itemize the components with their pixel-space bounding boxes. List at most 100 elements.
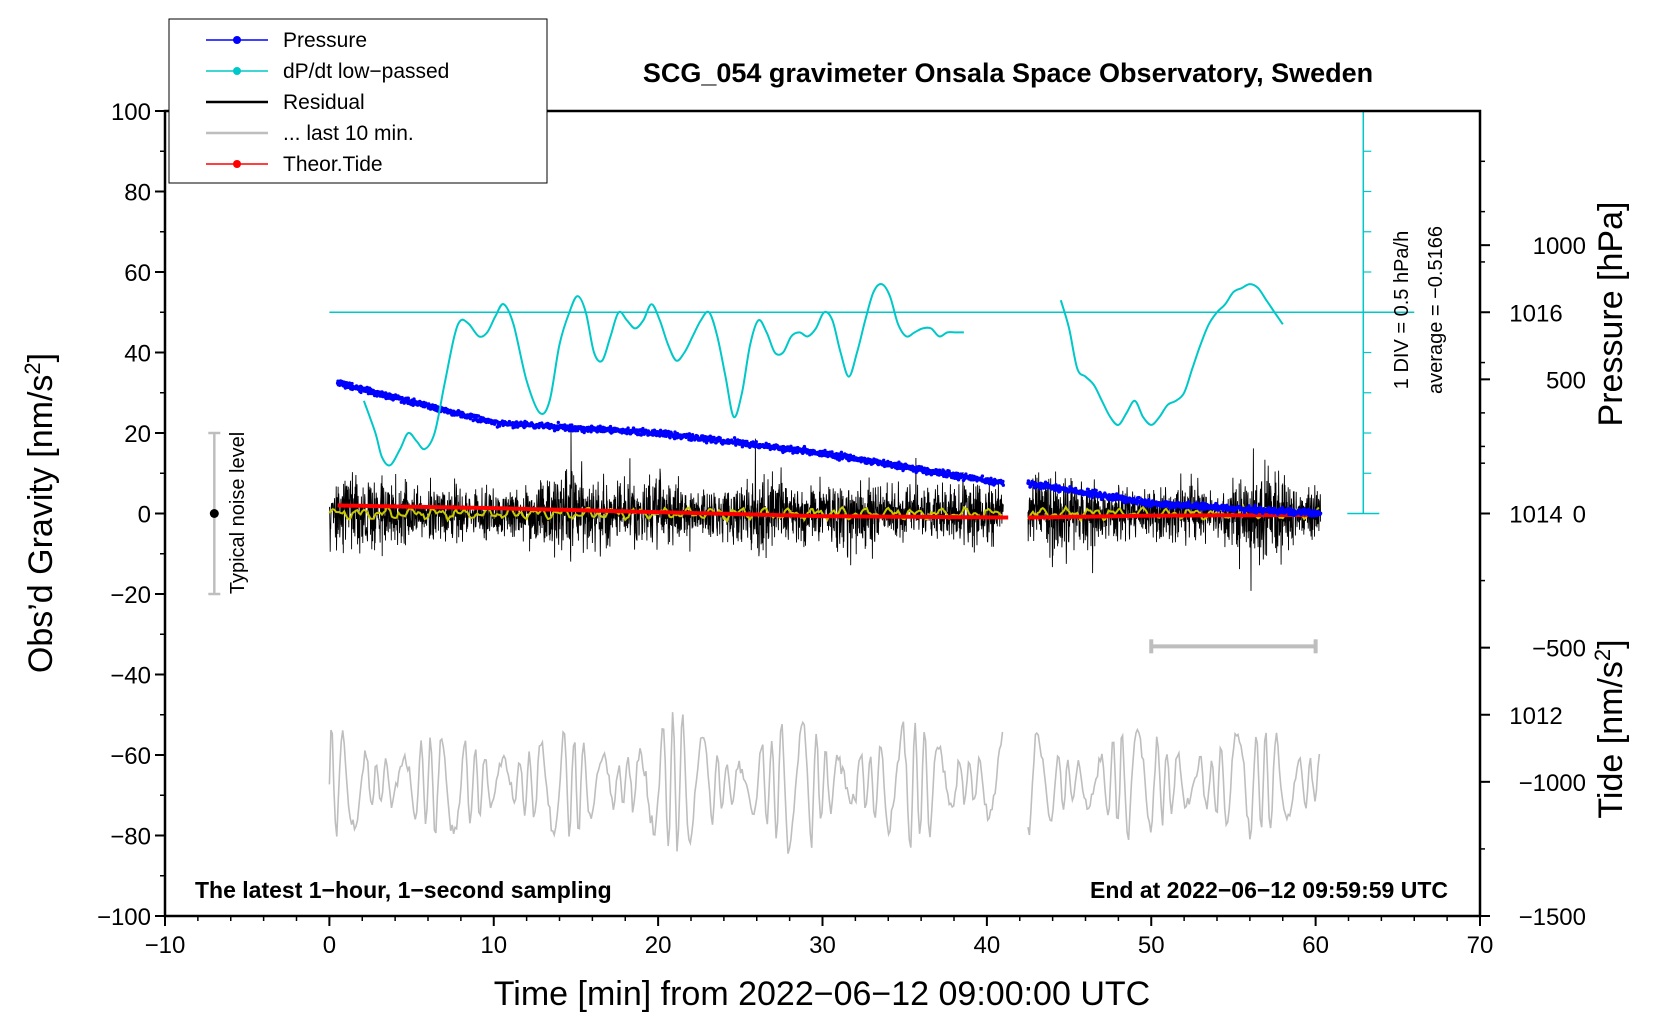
y-tick-label: −40 xyxy=(110,663,151,690)
x-tick-label: −10 xyxy=(145,932,186,959)
x-axis-title: Time [min] from 2022−06−12 09:00:00 UTC xyxy=(494,975,1150,1013)
data-layer xyxy=(208,110,1415,854)
pressure-point xyxy=(639,433,643,437)
y-tick-label: −60 xyxy=(110,743,151,770)
legend-label: Residual xyxy=(283,91,365,114)
x-tick-label: 0 xyxy=(323,932,336,959)
chart-title: SCG_054 gravimeter Onsala Space Observat… xyxy=(643,58,1373,88)
pressure-point xyxy=(513,425,517,429)
tide-series-line xyxy=(337,503,1009,520)
y-axis-title: Obs’d Gravity [nm/s2] xyxy=(20,353,60,673)
pressure-tick-label: 1016 xyxy=(1509,300,1562,327)
pressure-point xyxy=(718,436,722,440)
pressure-series-points xyxy=(1026,479,1323,518)
y-tick-label: 20 xyxy=(124,421,151,448)
tide-axis-title: Tide [nm/s2] xyxy=(1590,639,1630,818)
legend-marker xyxy=(233,67,241,75)
legend-label: Pressure xyxy=(283,29,367,52)
pressure-point xyxy=(754,440,758,444)
pressure-point xyxy=(658,434,662,438)
y-tick-label: 0 xyxy=(138,502,151,529)
footer-right: End at 2022−06−12 09:59:59 UTC xyxy=(1090,877,1448,903)
pressure-point xyxy=(1137,495,1141,500)
dpdt-series-line xyxy=(362,283,964,467)
tide-series-line xyxy=(1028,512,1318,520)
tide-tick-label: 500 xyxy=(1546,367,1586,394)
pressure-point xyxy=(1247,504,1251,508)
pressure-point xyxy=(668,436,672,440)
tide-tick-label: −1000 xyxy=(1519,770,1586,797)
pressure-point xyxy=(1185,506,1189,510)
y-axis-title-sup: 2 xyxy=(20,362,45,374)
pressure-point xyxy=(830,450,834,454)
pressure-tick-label: 1014 xyxy=(1509,502,1562,529)
last10-series-line xyxy=(328,712,1004,854)
x-tick-label: 50 xyxy=(1138,932,1165,959)
axis-layer: −10 0 10 20 30 40 50 60 70−100−80−60−40−20020406… xyxy=(97,99,1586,959)
pressure-point xyxy=(882,458,886,462)
pressure-point xyxy=(406,396,410,400)
tide-tick-label: 0 xyxy=(1573,502,1586,529)
pressure-point xyxy=(1001,483,1005,487)
pressure-point xyxy=(1280,506,1285,510)
pressure-point xyxy=(556,420,560,425)
residual-series-line xyxy=(1027,448,1322,591)
pressure-point xyxy=(1090,495,1094,500)
pressure-point xyxy=(943,471,948,475)
pressure-point xyxy=(1094,488,1098,493)
y-axis-title-end: ] xyxy=(22,353,60,362)
x-tick-label: 20 xyxy=(645,932,672,959)
pressure-point xyxy=(689,438,694,442)
y-tick-label: −80 xyxy=(110,824,151,851)
pressure-point xyxy=(635,432,640,437)
y-tick-label: −20 xyxy=(110,582,151,609)
legend: Pressure dP/dt low−passed Residual ... last… xyxy=(168,18,548,184)
pressure-point xyxy=(350,381,354,386)
pressure-point xyxy=(823,448,827,453)
noise-label: Typical noise level xyxy=(227,432,249,594)
pressure-point xyxy=(1115,492,1119,496)
pressure-point xyxy=(964,472,968,476)
tide-tick-label: −1500 xyxy=(1519,904,1586,931)
noise-center-point xyxy=(209,509,219,518)
dpdt-scale-text: 1 DIV = 0.5 hPa/h xyxy=(1391,231,1413,389)
tide-tick-label: −500 xyxy=(1532,636,1586,663)
residual-series-line xyxy=(328,429,1004,566)
pressure-point xyxy=(476,414,481,418)
pressure-point xyxy=(1068,485,1072,489)
pressure-point xyxy=(1297,508,1301,512)
pressure-point xyxy=(1173,505,1178,510)
y-tick-label: 60 xyxy=(124,260,151,287)
tide-tick-label: 1000 xyxy=(1533,233,1586,260)
pressure-point xyxy=(1221,509,1225,513)
last10-series-line xyxy=(1027,727,1321,841)
x-tick-label: 40 xyxy=(974,932,1001,959)
x-tick-label: 70 xyxy=(1467,932,1494,959)
pressure-point xyxy=(1318,511,1323,515)
pressure-point xyxy=(1001,479,1005,484)
tide-axis-title-main: Tide [nm/s xyxy=(1592,661,1630,818)
pressure-point xyxy=(582,430,586,435)
pressure-tick-label: 1012 xyxy=(1509,703,1562,730)
pressure-point xyxy=(980,474,985,478)
y-axis-title-main: Obs’d Gravity [nm/s xyxy=(22,375,60,674)
legend-label: ... last 10 min. xyxy=(283,122,414,145)
x-tick-label: 10 xyxy=(480,932,507,959)
pressure-point xyxy=(839,450,844,454)
legend-marker xyxy=(233,160,241,168)
average-text: average = −0.5166 xyxy=(1425,226,1447,394)
pressure-point xyxy=(1196,501,1200,505)
pressure-point xyxy=(1267,506,1271,510)
tide-axis-title-sup: 2 xyxy=(1590,649,1615,661)
x-tick-label: 60 xyxy=(1302,932,1329,959)
y-tick-label: 40 xyxy=(124,341,151,368)
pressure-point xyxy=(922,466,927,470)
legend-label: Theor.Tide xyxy=(283,153,383,176)
pressure-point xyxy=(989,476,993,480)
pressure-series-points xyxy=(335,379,1005,487)
y-tick-label: 80 xyxy=(124,180,151,207)
residual-smoothed-line xyxy=(328,503,1003,523)
dpdt-series-line xyxy=(1059,283,1284,426)
pressure-axis-title: Pressure [hPa] xyxy=(1592,202,1630,427)
